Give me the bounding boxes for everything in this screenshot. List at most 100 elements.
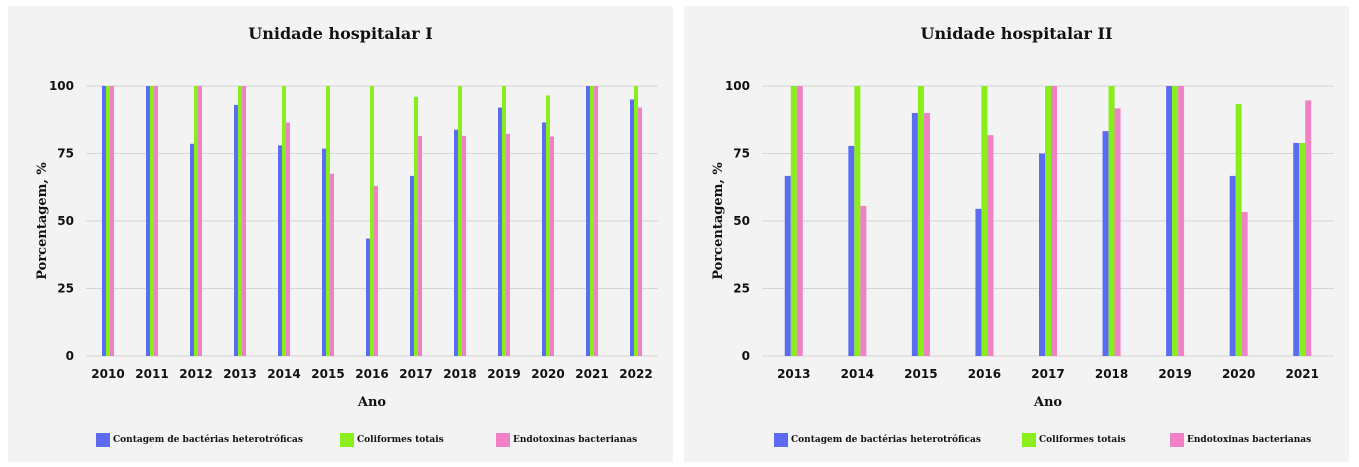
bar (1229, 175, 1236, 356)
bar (590, 86, 594, 356)
legend-label: Endotoxinas bacterianas (513, 435, 638, 445)
x-tick-label: 2016 (968, 367, 1001, 381)
bar (550, 136, 554, 356)
y-axis-label: Porcentagem, % (711, 162, 726, 280)
x-tick-label: 2020 (1222, 367, 1255, 381)
y-tick-label: 50 (733, 214, 750, 228)
legend-swatch (340, 433, 354, 447)
chart-svg-unidade-ii: 0 25 50 75 100 2013 2014 2015 2016 2017 2018 2019 20… (711, 79, 1334, 410)
legend-item-coliformes: Coliformes totais (1022, 433, 1126, 447)
y-tick-label: 100 (49, 79, 74, 93)
x-tick-label: 2014 (841, 367, 874, 381)
bar (1051, 86, 1057, 356)
bar (410, 175, 414, 356)
x-tick-label: 2015 (904, 367, 937, 381)
legend-item-coliformes: Coliformes totais (340, 433, 444, 447)
bar (1299, 142, 1306, 356)
bar (586, 86, 590, 356)
y-tick-label: 25 (57, 282, 74, 296)
legend-swatch (1170, 433, 1184, 447)
bar (981, 86, 988, 356)
x-tick-label: 2016 (355, 367, 388, 381)
bar (242, 86, 246, 356)
chart-svg-unidade-i: 0 25 50 75 100 2010 2011 2012 2013 2014 2015 2016 20… (35, 79, 658, 410)
legend-label: Contagem de bactérias heterotróficas (791, 435, 981, 445)
x-tick-label: 2020 (531, 367, 564, 381)
legend-item-endotoxinas: Endotoxinas bacterianas (1170, 433, 1311, 447)
bar (546, 95, 550, 356)
bar (1114, 108, 1121, 356)
bar (150, 86, 154, 356)
bar (194, 86, 198, 356)
legend-swatch (96, 433, 110, 447)
x-axis-label: Ano (357, 395, 387, 410)
x-tick-label: 2013 (777, 367, 810, 381)
y-tick-label: 75 (733, 147, 750, 161)
bar (1166, 86, 1173, 356)
bar (848, 145, 855, 356)
legend-swatch (496, 433, 510, 447)
x-tick-label: 2018 (443, 367, 476, 381)
bar (462, 135, 466, 356)
y-tick-label: 75 (57, 147, 74, 161)
y-tick-label: 50 (57, 214, 74, 228)
bar (374, 185, 378, 356)
bar (106, 86, 110, 356)
y-axis-label: Porcentagem, % (35, 162, 50, 280)
bar (198, 86, 202, 356)
y-tick-label: 100 (725, 79, 750, 93)
bar (1241, 212, 1248, 356)
x-tick-label: 2015 (311, 367, 344, 381)
bar (458, 86, 462, 356)
legend-label: Contagem de bactérias heterotróficas (113, 435, 303, 445)
bar (975, 208, 982, 356)
bar (784, 175, 791, 356)
x-tick-label: 2010 (91, 367, 124, 381)
legend-item-endotoxinas: Endotoxinas bacterianas (496, 433, 637, 447)
legend-item-bacterias: Contagem de bactérias heterotróficas (96, 433, 303, 447)
chart-panel-unidade-ii: Unidade hospitalar II 0 25 50 75 100 2013 2014… (684, 6, 1349, 462)
chart-title: Unidade hospitalar II (920, 24, 1113, 43)
legend-label: Endotoxinas bacterianas (1187, 435, 1312, 445)
bar (454, 129, 458, 356)
bar (326, 86, 330, 356)
bar (634, 86, 638, 356)
bar (987, 135, 994, 356)
bar (542, 122, 546, 356)
x-tick-label: 2021 (575, 367, 608, 381)
bar (1108, 86, 1115, 356)
legend-label: Coliformes totais (1039, 435, 1126, 445)
bar (506, 133, 510, 356)
bar (854, 86, 861, 356)
bar (860, 205, 867, 356)
bar (594, 86, 598, 356)
x-tick-label: 2022 (619, 367, 652, 381)
legend-label: Coliformes totais (357, 435, 444, 445)
bar (234, 104, 238, 357)
bar (322, 148, 326, 356)
bar (917, 86, 924, 356)
x-tick-label: 2017 (1031, 367, 1064, 381)
legend-item-bacterias: Contagem de bactérias heterotróficas (774, 433, 981, 447)
x-tick-label: 2012 (179, 367, 212, 381)
bar (286, 122, 290, 356)
bar (238, 86, 242, 356)
x-tick-label: 2019 (1158, 367, 1191, 381)
bar (418, 135, 422, 356)
bar (146, 86, 150, 356)
bar (630, 99, 634, 356)
bar (1039, 153, 1045, 356)
bar (102, 86, 106, 356)
bar (1293, 142, 1300, 356)
bar (366, 238, 370, 356)
bar (1045, 86, 1051, 356)
bar (1305, 100, 1312, 356)
legend-swatch (1022, 433, 1036, 447)
bar (278, 145, 282, 356)
bar (911, 113, 918, 356)
bar (330, 173, 334, 356)
x-tick-label: 2019 (487, 367, 520, 381)
bar (110, 86, 114, 356)
y-tick-label: 0 (66, 349, 74, 363)
x-tick-label: 2021 (1286, 367, 1319, 381)
